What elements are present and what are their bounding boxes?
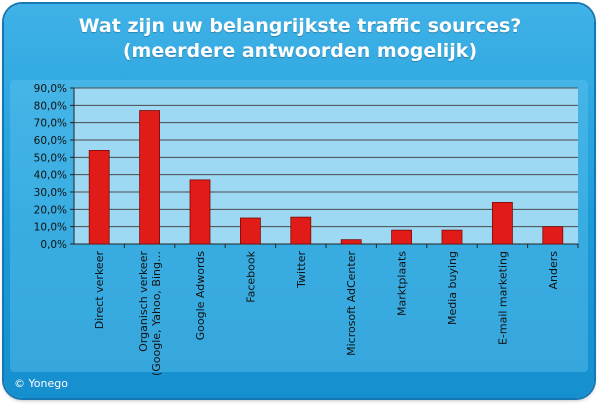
x-tick-label-line: Microsoft AdCenter [345,251,358,356]
y-tick-label: 10,0% [34,222,67,234]
x-tick-label-line: Anders [547,251,560,290]
copyright-label: © Yonego [14,377,68,390]
y-tick-label: 40,0% [34,170,67,182]
bar [189,179,211,245]
x-tick-label: Facebook [244,250,257,302]
x-tick-label: Marktplaats [396,251,409,316]
bar [290,216,312,245]
x-tick-label: Google Adwords [194,251,207,341]
x-tick-label: E-mail marketing [496,251,509,345]
chart-title-line1: Wat zijn uw belangrijkste traffic source… [78,15,522,37]
x-tick-label-line: Twitter [295,251,308,289]
y-tick-label: 90,0% [34,83,67,95]
x-tick-label-line: (Google, Yahoo, Bing… [150,251,163,376]
y-tick-label: 30,0% [34,187,67,199]
x-tick-label: Media buying [446,251,459,325]
bar [391,229,413,245]
bar [239,217,261,245]
bar [340,239,362,245]
x-tick-label-line: Google Adwords [194,251,207,341]
bar [542,226,564,245]
x-tick-label-line: Direct verkeer [93,251,106,330]
bar [441,229,463,245]
x-tick-label-line: E-mail marketing [496,251,509,345]
x-tick-label-line: Facebook [244,250,257,302]
y-tick-label: 20,0% [34,204,67,216]
x-tick-label: Anders [547,251,560,290]
x-tick-label: Twitter [295,251,308,289]
x-tick-label-line: Organisch verkeer [137,251,150,352]
bar [88,149,110,245]
x-tick-label-line: Marktplaats [396,251,409,316]
chart-title: Wat zijn uw belangrijkste traffic source… [0,14,600,64]
bar [491,201,513,245]
y-tick-label: 60,0% [34,135,67,147]
x-tick-label-line: Media buying [446,251,459,325]
x-tick-label: Direct verkeer [93,251,106,330]
y-tick-label: 50,0% [34,152,67,164]
y-tick-label: 80,0% [34,100,67,112]
y-tick-label: 70,0% [34,118,67,130]
x-tick-label: Organisch verkeer (Google, Yahoo, Bing… [137,251,163,376]
y-tick-label: 0,0% [40,239,67,251]
chart-subtitle: (meerdere antwoorden mogelijk) [122,40,478,62]
bar [139,110,161,245]
x-tick-label: Microsoft AdCenter [345,251,358,356]
